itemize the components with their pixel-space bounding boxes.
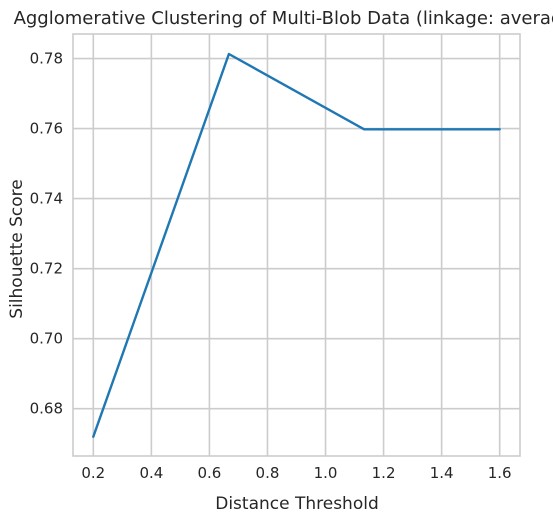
y-tick-label: 0.72 (30, 260, 63, 278)
x-tick-label: 0.6 (197, 464, 221, 482)
y-tick-label: 0.70 (30, 330, 63, 348)
x-tick-label: 1.6 (488, 464, 512, 482)
series-layer (92, 52, 501, 438)
y-tick-label: 0.76 (30, 120, 63, 138)
grid (73, 34, 520, 456)
y-axis-label: Silhouette Score (7, 179, 27, 318)
x-tick-label: 0.4 (139, 464, 163, 482)
y-tick-label: 0.68 (30, 400, 63, 418)
x-tick-label: 1.2 (372, 464, 396, 482)
plot-frame (72, 33, 521, 457)
x-tick-labels: 0.2 0.4 0.6 0.8 1.0 1.2 1.4 1.6 (81, 464, 511, 482)
x-tick-label: 1.4 (430, 464, 454, 482)
x-tick-label: 0.8 (256, 464, 280, 482)
y-tick-label: 0.78 (30, 50, 63, 68)
y-tick-label: 0.74 (30, 190, 63, 208)
x-axis-label: Distance Threshold (215, 494, 379, 514)
chart-title: Agglomerative Clustering of Multi-Blob D… (14, 8, 553, 29)
series-line (92, 52, 501, 438)
x-tick-label: 0.2 (81, 464, 105, 482)
x-tick-label: 1.0 (314, 464, 338, 482)
y-tick-labels: 0.68 0.70 0.72 0.74 0.76 0.78 (30, 50, 63, 418)
